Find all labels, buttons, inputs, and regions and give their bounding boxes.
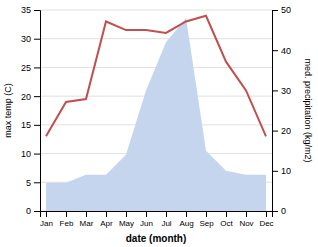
tick: Sep xyxy=(199,211,214,228)
tick-label: May xyxy=(119,219,134,228)
tick-label: 30 xyxy=(281,86,291,96)
tick: Mar xyxy=(80,211,94,228)
tick-mark xyxy=(266,211,267,217)
tick-label: 15 xyxy=(21,120,31,130)
tick-mark xyxy=(34,125,40,126)
tick-label: Oct xyxy=(220,219,233,228)
tick-mark xyxy=(34,67,40,68)
tick-label: 20 xyxy=(281,126,291,136)
line xyxy=(46,16,266,137)
tick-mark xyxy=(146,211,147,217)
tick-label: 10 xyxy=(281,166,291,176)
tick: 5 xyxy=(26,178,40,188)
tick-label: Nov xyxy=(239,219,253,228)
tick-label: 50 xyxy=(281,5,291,15)
grid-line xyxy=(40,38,272,39)
tick-label: 0 xyxy=(281,206,286,216)
tick-label: Aug xyxy=(179,219,193,228)
tick-label: 25 xyxy=(21,63,31,73)
axis-line xyxy=(34,11,41,212)
tick-label: Feb xyxy=(60,219,74,228)
tick-label: Jun xyxy=(140,219,153,228)
tick: 30 xyxy=(21,34,40,44)
tick: 0 xyxy=(272,206,286,216)
tick-label: Jan xyxy=(40,219,53,228)
tick-mark xyxy=(46,211,47,217)
tick-label: Mar xyxy=(80,219,94,228)
tick-mark xyxy=(34,96,40,97)
area xyxy=(46,18,266,211)
tick-label: 10 xyxy=(21,149,31,159)
tick: 0 xyxy=(26,206,40,216)
tick: 25 xyxy=(21,63,40,73)
axis-line xyxy=(41,212,273,218)
tick-mark xyxy=(34,10,40,11)
tick: Dec xyxy=(259,211,273,228)
tick-label: 30 xyxy=(21,34,31,44)
tick-label: Sep xyxy=(199,219,214,228)
tick: 40 xyxy=(272,46,291,56)
tick: 10 xyxy=(21,149,40,159)
tick: Jan xyxy=(40,211,53,228)
tick: May xyxy=(119,211,134,228)
tick-label: 40 xyxy=(281,46,291,56)
tick-label: 20 xyxy=(21,92,31,102)
tick: 20 xyxy=(21,92,40,102)
tick-label: 0 xyxy=(26,206,31,216)
grid xyxy=(40,10,272,211)
tick-mark xyxy=(34,182,40,183)
tick: Aug xyxy=(179,211,193,228)
y2-axis-title: med. precipitation (kg/m2) xyxy=(303,58,313,162)
tick: Feb xyxy=(60,211,74,228)
tick: Nov xyxy=(239,211,253,228)
tick: 10 xyxy=(272,166,291,176)
tick: 20 xyxy=(272,126,291,136)
tick-mark xyxy=(66,211,67,217)
tick-mark xyxy=(272,50,278,51)
y-axis-title: max temp (C) xyxy=(3,83,13,138)
tick-mark xyxy=(246,211,247,217)
marks xyxy=(46,16,266,211)
tick-label: Apr xyxy=(100,219,113,228)
tick: Oct xyxy=(220,211,233,228)
tick-mark xyxy=(272,211,278,212)
plot: Jan Feb Mar Apr May Jun Jul Aug Sep Oct Nov Dec 0 5 10… xyxy=(3,5,313,244)
tick: Jun xyxy=(140,211,153,228)
tick: 50 xyxy=(272,5,291,15)
tick-label: Dec xyxy=(259,219,273,228)
tick-mark xyxy=(106,211,107,217)
tick-mark xyxy=(226,211,227,217)
tick: Jul xyxy=(161,211,171,228)
tick-label: 35 xyxy=(21,5,31,15)
tick-mark xyxy=(34,39,40,40)
tick-mark xyxy=(186,211,187,217)
tick: 30 xyxy=(272,86,291,96)
tick-mark xyxy=(272,171,278,172)
x-axis-title: date (month) xyxy=(126,233,187,244)
x-axis: Jan Feb Mar Apr May Jun Jul Aug Sep Oct Nov Dec xyxy=(40,211,274,228)
tick: Apr xyxy=(100,211,113,228)
tick-mark xyxy=(126,211,127,217)
tick: 35 xyxy=(21,5,40,15)
tick: 15 xyxy=(21,120,40,130)
tick-mark xyxy=(34,154,40,155)
tick-label: 5 xyxy=(26,178,31,188)
y2-axis: 0 10 20 30 40 50 xyxy=(272,5,291,216)
grid-line xyxy=(40,10,272,11)
y-axis: 0 5 10 15 20 25 30 35 xyxy=(21,5,41,216)
tick-mark xyxy=(166,211,167,217)
tick-mark xyxy=(272,10,278,11)
chart: Jan Feb Mar Apr May Jun Jul Aug Sep Oct Nov Dec 0 5 10… xyxy=(0,0,318,247)
tick-label: Jul xyxy=(161,219,171,228)
tick-mark xyxy=(272,90,278,91)
tick-mark xyxy=(206,211,207,217)
tick-mark xyxy=(272,131,278,132)
tick-mark xyxy=(86,211,87,217)
tick-mark xyxy=(34,211,40,212)
axis-line xyxy=(273,11,279,212)
